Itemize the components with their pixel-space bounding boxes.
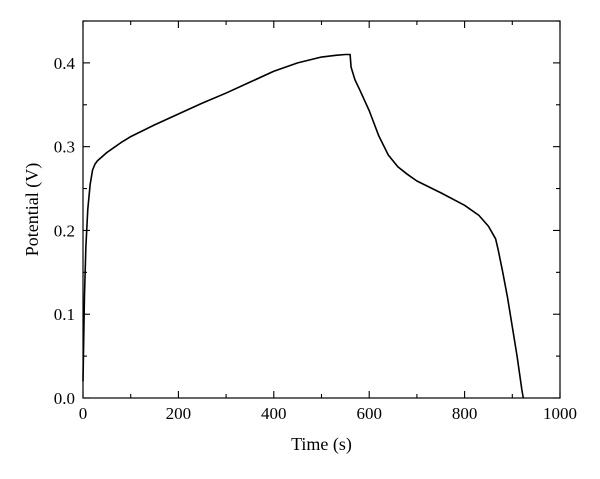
x-tick-label: 800 xyxy=(452,404,478,423)
y-axis-ticks: 0.0 0.1 0.2 0.3 0.4 xyxy=(54,20,560,408)
y-tick-label: 0.0 xyxy=(54,389,75,408)
y-tick-label: 0.1 xyxy=(54,305,75,324)
x-tick-label: 1000 xyxy=(543,404,577,423)
potential-curve xyxy=(82,53,525,399)
x-axis-ticks: 0 200 400 600 800 1000 xyxy=(79,21,577,423)
y-tick-label: 0.4 xyxy=(54,54,76,73)
x-tick-label: 0 xyxy=(79,404,88,423)
y-tick-label: 0.3 xyxy=(54,138,75,157)
x-tick-label: 200 xyxy=(166,404,192,423)
y-axis-title: Potential (V) xyxy=(22,163,43,256)
x-axis-title: Time (s) xyxy=(291,434,352,455)
y-tick-label: 0.2 xyxy=(54,221,75,240)
plot-frame xyxy=(82,20,561,399)
x-tick-label: 600 xyxy=(356,404,382,423)
x-tick-label: 400 xyxy=(261,404,287,423)
